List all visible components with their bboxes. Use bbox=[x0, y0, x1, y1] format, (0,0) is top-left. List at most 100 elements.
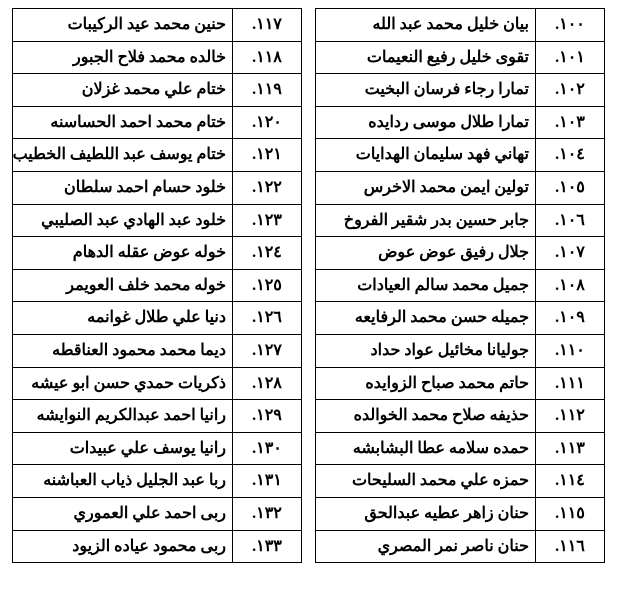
row-name: جميل محمد سالم العيادات bbox=[316, 269, 536, 302]
row-name: تهاني فهد سليمان الهدايات bbox=[316, 139, 536, 172]
row-number: .١٠٣ bbox=[536, 106, 605, 139]
row-number: .١٢٢ bbox=[233, 171, 302, 204]
table-row: .١١٨خالده محمد فلاح الجبور bbox=[13, 41, 302, 74]
row-number-text: ١١٥ bbox=[559, 501, 585, 527]
row-number: .١٣٣ bbox=[233, 530, 302, 563]
row-number-text: ١١١ bbox=[559, 371, 585, 397]
row-name: خوله عوض عقله الدهام bbox=[13, 237, 233, 270]
row-number-text: ١١٤ bbox=[559, 468, 585, 494]
row-number-text: ١١٧ bbox=[256, 12, 282, 38]
row-name: خلود حسام احمد سلطان bbox=[13, 171, 233, 204]
row-number-text: ١١٠ bbox=[559, 338, 585, 364]
row-name: حذيفه صلاح محمد الخوالده bbox=[316, 400, 536, 433]
row-number: .١١١ bbox=[536, 367, 605, 400]
row-number: .١٠٤ bbox=[536, 139, 605, 172]
row-number: .١٠٩ bbox=[536, 302, 605, 335]
table-row: .١٠١تقوى خليل رفيع النعيمات bbox=[316, 41, 605, 74]
row-name: حنين محمد عيد الركيبات bbox=[13, 9, 233, 42]
row-number-text: ١٠٤ bbox=[559, 142, 585, 168]
table-row: .١١٣حمده سلامه عطا البشابشه bbox=[316, 432, 605, 465]
row-number: .١٢٠ bbox=[233, 106, 302, 139]
row-number: .١٢٩ bbox=[233, 400, 302, 433]
row-name: بيان خليل محمد عبد الله bbox=[316, 9, 536, 42]
row-number: .١١٩ bbox=[233, 74, 302, 107]
row-number-text: ١٠٩ bbox=[559, 305, 585, 331]
two-column-tables: .١٠٠بيان خليل محمد عبد الله.١٠١تقوى خليل… bbox=[12, 8, 605, 563]
table-row: .١٣٢ربى احمد علي العموري bbox=[13, 497, 302, 530]
row-number-text: ١٢٢ bbox=[256, 175, 282, 201]
table-row: .١٢٦دنيا علي طلال غوانمه bbox=[13, 302, 302, 335]
row-number-text: ١٣١ bbox=[256, 468, 282, 494]
row-name: ربى احمد علي العموري bbox=[13, 497, 233, 530]
table-row: .١١٢حذيفه صلاح محمد الخوالده bbox=[316, 400, 605, 433]
row-number-text: ١٠٦ bbox=[559, 208, 585, 234]
row-number-text: ١٢٥ bbox=[256, 273, 282, 299]
row-number: .١١٣ bbox=[536, 432, 605, 465]
row-name: ختام يوسف عبد اللطيف الخطيب bbox=[13, 139, 233, 172]
row-number: .١١٢ bbox=[536, 400, 605, 433]
row-number-text: ١١٣ bbox=[559, 436, 585, 462]
table-row: .١٠٨جميل محمد سالم العيادات bbox=[316, 269, 605, 302]
row-name: خالده محمد فلاح الجبور bbox=[13, 41, 233, 74]
row-number: .١٠٦ bbox=[536, 204, 605, 237]
row-name: حمده سلامه عطا البشابشه bbox=[316, 432, 536, 465]
row-number-text: ١٢١ bbox=[256, 142, 282, 168]
row-name: ربا عبد الجليل ذياب العباشنه bbox=[13, 465, 233, 498]
table-row: .١١٦حنان ناصر نمر المصري bbox=[316, 530, 605, 563]
row-name: رانيا احمد عبدالكريم النوايشه bbox=[13, 400, 233, 433]
row-number-text: ١٠٧ bbox=[559, 240, 585, 266]
row-number: .١٢٧ bbox=[233, 334, 302, 367]
page: .١٠٠بيان خليل محمد عبد الله.١٠١تقوى خليل… bbox=[0, 0, 617, 571]
row-number: .١١٠ bbox=[536, 334, 605, 367]
row-number-text: ١٢٣ bbox=[256, 208, 282, 234]
row-number: .١٢٣ bbox=[233, 204, 302, 237]
row-name: تولين ايمن محمد الاخرس bbox=[316, 171, 536, 204]
row-name: ختام محمد احمد الحساسنه bbox=[13, 106, 233, 139]
table-row: .١١١حاتم محمد صباح الزوايده bbox=[316, 367, 605, 400]
row-name: جلال رفيق عوض عوض bbox=[316, 237, 536, 270]
row-number-text: ١٠٢ bbox=[559, 77, 585, 103]
row-number-text: ١٠١ bbox=[559, 45, 585, 71]
row-number-text: ١٢٨ bbox=[256, 371, 282, 397]
row-name: حنان زاهر عطيه عبدالحق bbox=[316, 497, 536, 530]
row-name: تمارا طلال موسى ردايده bbox=[316, 106, 536, 139]
row-name: حنان ناصر نمر المصري bbox=[316, 530, 536, 563]
table-row: .١٠٣تمارا طلال موسى ردايده bbox=[316, 106, 605, 139]
row-number-text: ١٢٩ bbox=[256, 403, 282, 429]
row-name: حاتم محمد صباح الزوايده bbox=[316, 367, 536, 400]
row-number: .١٢٨ bbox=[233, 367, 302, 400]
table-row: .١٠٩جميله حسن محمد الرفايعه bbox=[316, 302, 605, 335]
table-row: .١١٥حنان زاهر عطيه عبدالحق bbox=[316, 497, 605, 530]
table-row: .١١٩ختام علي محمد غزلان bbox=[13, 74, 302, 107]
row-number: .١٢٥ bbox=[233, 269, 302, 302]
row-number-text: ١٣٠ bbox=[256, 436, 282, 462]
row-number: .١٢٦ bbox=[233, 302, 302, 335]
row-name: جميله حسن محمد الرفايعه bbox=[316, 302, 536, 335]
table-row: .١٢٠ختام محمد احمد الحساسنه bbox=[13, 106, 302, 139]
row-number-text: ١٠٥ bbox=[559, 175, 585, 201]
table-row: .١١٧حنين محمد عيد الركيبات bbox=[13, 9, 302, 42]
table-row: .١٢٥خوله محمد خلف العويمر bbox=[13, 269, 302, 302]
table-row: .١٠٠بيان خليل محمد عبد الله bbox=[316, 9, 605, 42]
row-number: .١٢٤ bbox=[233, 237, 302, 270]
row-name: دنيا علي طلال غوانمه bbox=[13, 302, 233, 335]
table-right: .١٠٠بيان خليل محمد عبد الله.١٠١تقوى خليل… bbox=[315, 8, 605, 563]
table-row: .١٣١ربا عبد الجليل ذياب العباشنه bbox=[13, 465, 302, 498]
row-number-text: ١٠٣ bbox=[559, 110, 585, 136]
table-row: .١٢٢خلود حسام احمد سلطان bbox=[13, 171, 302, 204]
row-number: .١١٨ bbox=[233, 41, 302, 74]
table-row: .١٢١ختام يوسف عبد اللطيف الخطيب bbox=[13, 139, 302, 172]
row-number-text: ١٣٢ bbox=[256, 501, 282, 527]
table-row: .١٢٤خوله عوض عقله الدهام bbox=[13, 237, 302, 270]
table-row: .١٢٩رانيا احمد عبدالكريم النوايشه bbox=[13, 400, 302, 433]
table-row: .١٠٢تمارا رجاء فرسان البخيت bbox=[316, 74, 605, 107]
row-name: خلود عبد الهادي عبد الصليبي bbox=[13, 204, 233, 237]
table-row: .١١٠جوليانا مخائيل عواد حداد bbox=[316, 334, 605, 367]
row-number: .١٠٢ bbox=[536, 74, 605, 107]
row-number: .١٠١ bbox=[536, 41, 605, 74]
table-row: .١٠٧جلال رفيق عوض عوض bbox=[316, 237, 605, 270]
table-row: .١٢٧ديما محمد محمود العناقطه bbox=[13, 334, 302, 367]
row-number-text: ١١٨ bbox=[256, 45, 282, 71]
row-number: .١٠٧ bbox=[536, 237, 605, 270]
row-number-text: ١٠٨ bbox=[559, 273, 585, 299]
